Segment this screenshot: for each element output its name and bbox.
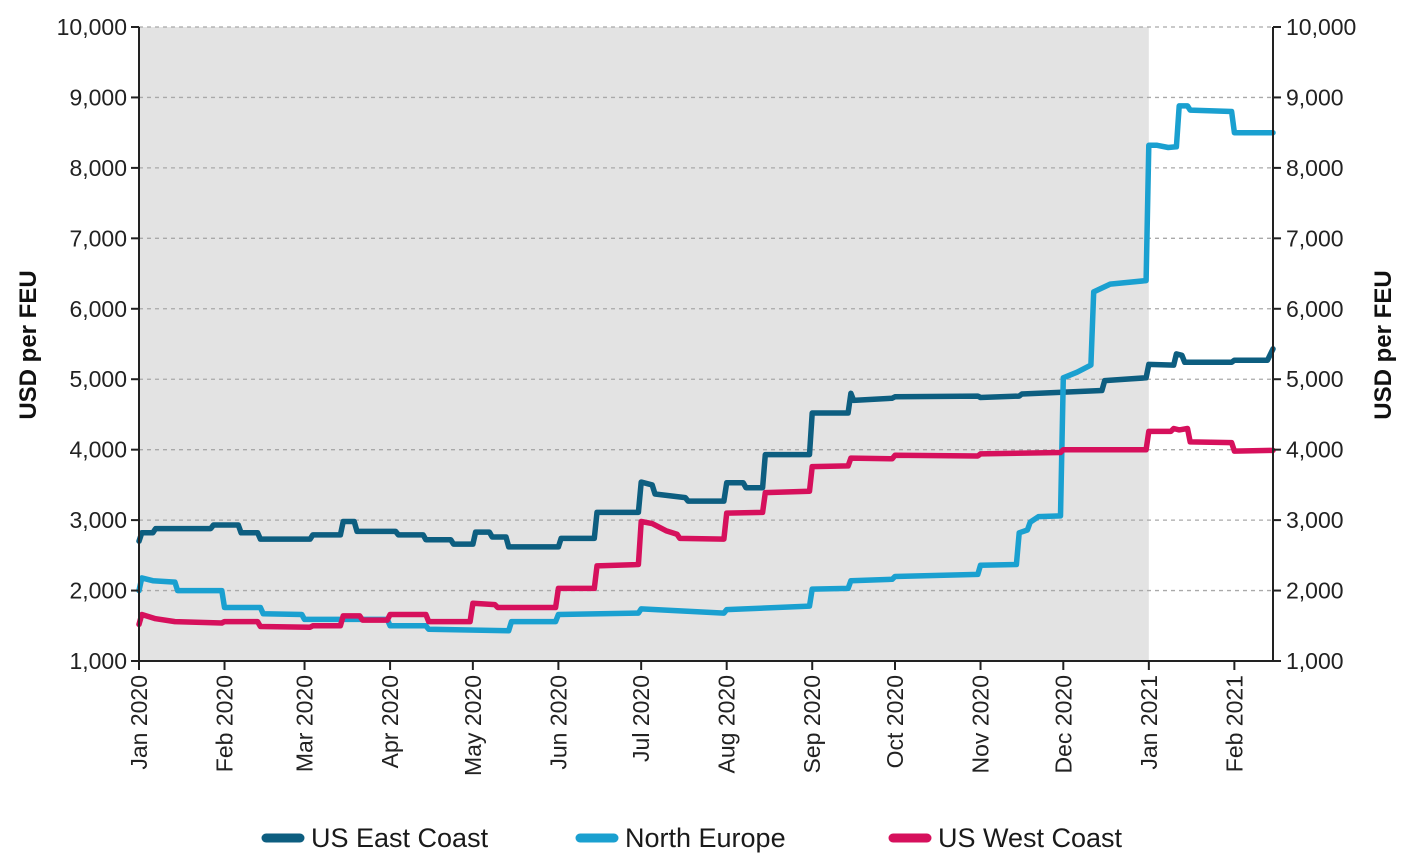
- x-tick-label: May 2020: [460, 675, 486, 776]
- right-y-tick-label: 10,000: [1286, 14, 1356, 40]
- axes: [138, 27, 1274, 662]
- legend-label: US West Coast: [938, 823, 1123, 853]
- right-y-tick-label: 8,000: [1286, 155, 1344, 181]
- left-y-tick-label: 5,000: [69, 366, 127, 392]
- x-tick-label: Feb 2020: [212, 675, 238, 772]
- right-y-tick-label: 6,000: [1286, 296, 1344, 322]
- right-y-tick-label: 4,000: [1286, 437, 1344, 463]
- legend-item: North Europe: [575, 823, 786, 853]
- right-y-tick-label: 1,000: [1286, 648, 1344, 674]
- series-layer: [136, 103, 1276, 634]
- left-y-tick-label: 2,000: [69, 578, 127, 604]
- right-y-axis-title: USD per FEU: [1370, 270, 1397, 419]
- right-y-tick-labels: 1,000 2,000 3,000 4,000 5,000 6,000 7,000 8,000…: [1273, 14, 1356, 674]
- series-line-us-east-coast: [136, 346, 1276, 550]
- left-y-tick-label: 3,000: [69, 507, 127, 533]
- x-tick-labels: Jan 2020 Feb 2020 Mar 2020 Apr 2020 May 2020…: [126, 661, 1247, 776]
- x-tick-label: Jun 2020: [545, 675, 571, 770]
- x-tick-label: Mar 2020: [292, 675, 318, 772]
- left-y-tick-label: 10,000: [57, 14, 127, 40]
- x-tick-label: Dec 2020: [1050, 675, 1076, 773]
- right-y-tick-label: 3,000: [1286, 507, 1344, 533]
- x-tick-label: Feb 2021: [1221, 675, 1247, 772]
- series-line-north-europe: [136, 103, 1276, 634]
- legend-item: US West Coast: [888, 823, 1123, 853]
- left-y-tick-label: 4,000: [69, 437, 127, 463]
- x-tick-label: Sep 2020: [799, 675, 825, 773]
- legend-label: North Europe: [625, 823, 786, 853]
- x-tick-label: Apr 2020: [377, 675, 403, 768]
- left-y-tick-labels: 1,000 2,000 3,000 4,000 5,000 6,000 7,000 8,000…: [57, 14, 139, 674]
- x-tick-label: Oct 2020: [882, 675, 908, 768]
- right-y-tick-label: 7,000: [1286, 225, 1344, 251]
- legend-item: US East Coast: [261, 823, 489, 853]
- series-line-us-west-coast: [136, 425, 1276, 630]
- left-y-tick-label: 6,000: [69, 296, 127, 322]
- x-tick-label: Jan 2021: [1136, 675, 1162, 770]
- right-y-tick-label: 5,000: [1286, 366, 1344, 392]
- right-y-tick-label: 9,000: [1286, 84, 1344, 110]
- x-tick-label: Aug 2020: [714, 675, 740, 773]
- left-y-axis-title: USD per FEU: [15, 270, 42, 419]
- x-tick-label: Jul 2020: [628, 675, 654, 762]
- x-tick-label: Jan 2020: [126, 675, 152, 770]
- left-y-tick-label: 9,000: [69, 84, 127, 110]
- legend-label: US East Coast: [311, 823, 489, 853]
- legend: US East Coast North Europe US West Coast: [261, 823, 1123, 853]
- x-tick-label: Nov 2020: [968, 675, 994, 773]
- left-y-tick-label: 7,000: [69, 225, 127, 251]
- left-y-tick-label: 1,000: [69, 648, 127, 674]
- left-y-tick-label: 8,000: [69, 155, 127, 181]
- shaded-region: [139, 27, 1149, 661]
- right-y-tick-label: 2,000: [1286, 578, 1344, 604]
